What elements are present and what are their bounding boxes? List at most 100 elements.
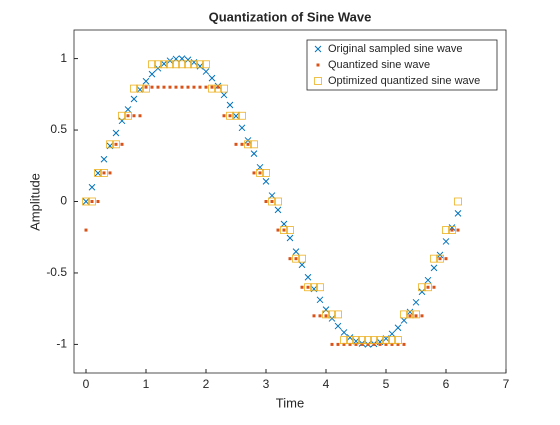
marker-point [120, 142, 124, 146]
marker-square [406, 310, 414, 319]
marker-square [430, 254, 438, 263]
marker-point [252, 171, 256, 175]
marker-stroke [112, 129, 120, 137]
marker-stroke [406, 308, 414, 316]
marker-stroke [394, 324, 402, 332]
marker-x [232, 112, 240, 120]
marker-point [330, 342, 334, 346]
marker-stroke [244, 137, 252, 144]
marker-square [196, 60, 204, 69]
marker-stroke [304, 273, 312, 281]
y-tick-label: 0 [60, 194, 67, 208]
marker-x [292, 248, 300, 255]
x-tick-label: 7 [503, 377, 510, 391]
marker-square [82, 197, 90, 206]
marker-point [228, 114, 232, 118]
marker-x [112, 129, 120, 137]
marker-square [220, 84, 228, 93]
marker-x [190, 58, 198, 66]
marker-square [160, 60, 168, 69]
y-tick-label: 1 [60, 51, 67, 65]
marker-square [202, 60, 210, 69]
marker-point [198, 85, 202, 89]
marker-stroke [160, 60, 168, 68]
marker-point [420, 314, 424, 318]
marker-point [348, 342, 352, 346]
marker-point [378, 342, 382, 346]
marker-point [234, 142, 238, 146]
marker-x [196, 62, 204, 70]
chart-title: Quantization of Sine Wave [209, 9, 372, 24]
marker-stroke [100, 155, 108, 163]
marker-stroke [328, 315, 336, 322]
marker-square [394, 336, 402, 345]
marker-x [406, 308, 414, 316]
marker-x [220, 91, 228, 99]
marker-point [240, 142, 244, 146]
marker-stroke [220, 91, 228, 99]
marker-point [168, 85, 172, 89]
marker-x [346, 334, 354, 341]
marker-stroke [418, 288, 426, 296]
marker-square [268, 197, 276, 206]
marker-square [226, 111, 234, 120]
marker-stroke [238, 124, 246, 132]
marker-point [108, 171, 112, 175]
marker-square [256, 169, 264, 177]
marker-square [322, 310, 330, 319]
marker-square [314, 77, 322, 85]
marker-x [124, 106, 132, 113]
marker-stroke [208, 74, 216, 82]
marker-point [354, 342, 358, 346]
y-tick-label: 0.5 [50, 122, 67, 136]
marker-point [408, 314, 412, 318]
marker-point [156, 85, 160, 89]
marker-point [312, 314, 316, 318]
marker-square [142, 84, 150, 93]
marker-x [208, 74, 216, 82]
marker-point [282, 228, 286, 232]
marker-stroke [226, 101, 234, 109]
marker-point [144, 85, 148, 89]
marker-point [300, 285, 304, 289]
marker-square [286, 226, 294, 234]
marker-square [280, 226, 288, 234]
marker-stroke [82, 198, 90, 205]
marker-square [94, 169, 102, 177]
marker-square [184, 60, 192, 69]
marker-point [450, 228, 454, 232]
marker-stroke [442, 238, 450, 245]
marker-point [90, 200, 94, 203]
legend-label: Quantized sine wave [328, 59, 430, 71]
x-axis-label: Time [276, 395, 304, 410]
marker-x [268, 192, 276, 199]
marker-x [334, 322, 342, 330]
marker-square [166, 60, 174, 69]
marker-stroke [388, 330, 396, 338]
marker-point [246, 142, 250, 146]
marker-stroke [154, 64, 162, 72]
marker-square [214, 84, 222, 93]
marker-stroke [274, 206, 282, 214]
marker-square [190, 60, 198, 69]
marker-point [258, 171, 262, 175]
marker-stroke [424, 276, 432, 284]
marker-x [340, 329, 348, 336]
marker-stroke [142, 77, 150, 85]
marker-x [262, 177, 270, 185]
x-tick-label: 5 [383, 377, 390, 391]
marker-x [418, 288, 426, 296]
marker-x [280, 220, 288, 228]
legend-label: Original sampled sine wave [328, 43, 463, 55]
marker-square [154, 60, 162, 69]
marker-square [244, 140, 252, 149]
y-axis-label: Amplitude [27, 173, 42, 231]
marker-point [84, 228, 88, 232]
x-tick-label: 0 [83, 377, 90, 391]
marker-square [100, 169, 108, 177]
marker-point [192, 85, 196, 89]
marker-square [310, 283, 318, 292]
marker-stroke [298, 261, 306, 269]
marker-square [334, 310, 342, 319]
marker-stroke [412, 298, 420, 306]
